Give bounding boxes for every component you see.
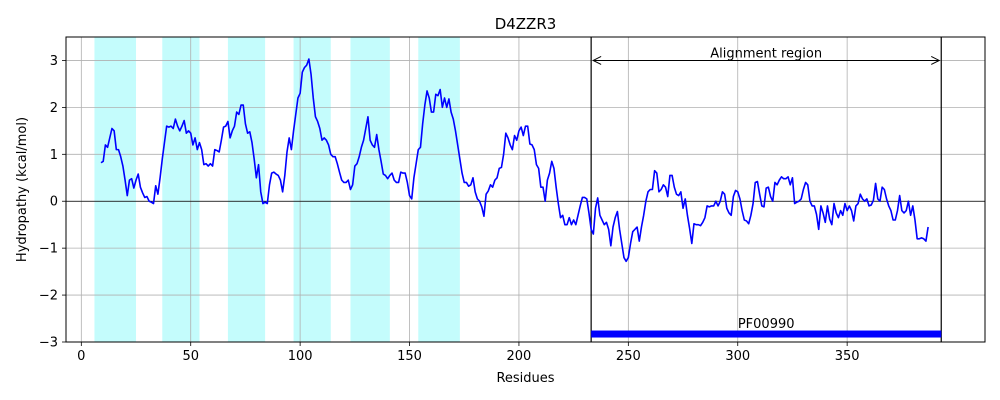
chart-title: D4ZZR3 (495, 15, 557, 33)
hydropathy-line (100, 58, 929, 263)
highlight-band (350, 37, 390, 342)
y-tick-label: −3 (39, 336, 58, 351)
x-tick-label: 250 (616, 349, 641, 364)
domain-bar-label: PF00990 (738, 317, 795, 332)
highlight-band (227, 37, 266, 342)
alignment-region-label: Alignment region (710, 46, 822, 61)
plot-frame (65, 36, 986, 343)
x-tick-label: 350 (835, 349, 860, 364)
y-tick-label: 3 (50, 54, 58, 69)
highlight-bands (94, 37, 460, 342)
highlight-band (162, 37, 200, 342)
x-tick-label: 100 (288, 349, 313, 364)
reference-lines: Alignment region (66, 37, 985, 342)
x-tick-label: 150 (397, 349, 422, 364)
alignment-arrow-left-head (592, 56, 602, 65)
x-tick-label: 300 (725, 349, 750, 364)
alignment-arrow-right-head (931, 56, 941, 65)
y-axis-label: Hydropathy (kcal/mol) (15, 117, 30, 262)
highlight-band (94, 37, 137, 342)
y-tick-label: 1 (50, 148, 58, 163)
y-tick-label: −1 (39, 242, 58, 257)
x-tick-label: 0 (77, 349, 85, 364)
y-tick-label: −2 (39, 289, 58, 304)
x-tick-label: 200 (507, 349, 532, 364)
y-tick-label: 2 (50, 101, 58, 116)
x-axis-label: Residues (496, 371, 554, 386)
domain-bar (591, 330, 942, 338)
domain-bar-layer: PF00990 (591, 317, 942, 338)
axis-ticks: 0 50 100 150 200 250 300 350 −3 −2 −1 0 1 2 3 (39, 54, 860, 364)
grid-lines (66, 37, 985, 343)
series-layer (100, 58, 929, 263)
highlight-band (418, 37, 460, 342)
x-tick-label: 50 (182, 349, 199, 364)
y-tick-label: 0 (50, 195, 58, 210)
